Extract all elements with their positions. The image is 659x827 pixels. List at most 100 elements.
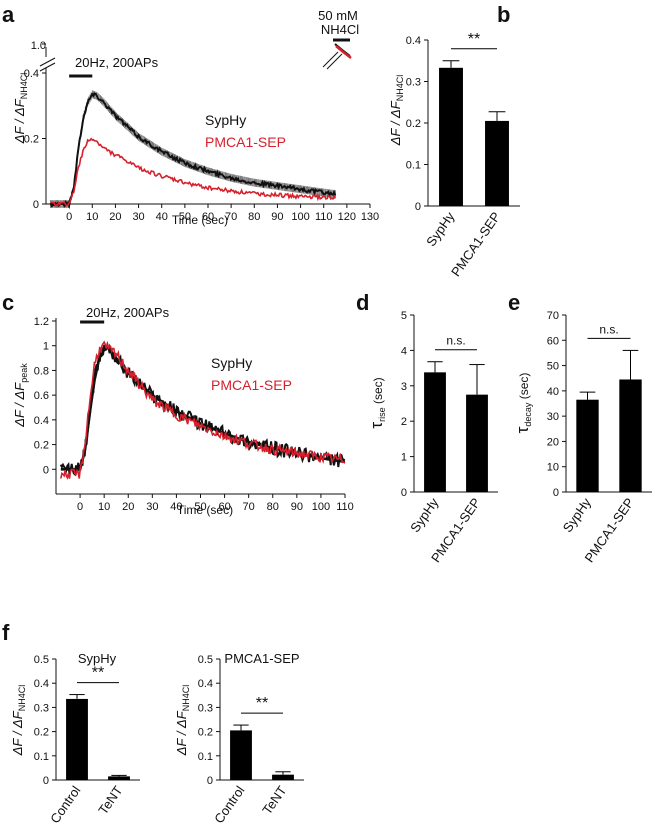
panel-label-c: c <box>2 290 14 315</box>
panel-f1-xtick-0: Control <box>47 783 83 826</box>
panel-f2-ytick-0: 0 <box>207 775 213 787</box>
panel-c-xtick-0: 0 <box>77 501 83 513</box>
panel-a-trace-break-1 <box>322 51 339 68</box>
panel-b-xtick-1: PMCA1-SEP <box>448 209 503 279</box>
panel-b-bar-0 <box>439 67 463 207</box>
panel-d-bar-1 <box>466 394 488 492</box>
panel-a-xtick-13: 130 <box>361 211 379 223</box>
panel-f1-sig-label: ** <box>92 665 104 682</box>
panel-a-ytick-1: 0.2 <box>24 134 39 146</box>
panel-d-ylabel: τrise (sec) <box>367 377 387 428</box>
panel-c-ytick-4: 0.8 <box>34 365 49 377</box>
panel-a-axis-break-1 <box>39 57 56 67</box>
panel-e-ytick-7: 70 <box>547 310 559 322</box>
panel-a-trace-break-2 <box>326 53 343 70</box>
panel-b-sig-label: ** <box>468 31 480 48</box>
panel-a-stim-label: 20Hz, 200APs <box>75 55 159 70</box>
panel-e-ytick-3: 30 <box>547 411 559 423</box>
panel-c-ytick-5: 1 <box>43 341 49 353</box>
panel-c-ytick-6: 1.2 <box>34 316 49 328</box>
panel-a-legend-pmca: PMCA1-SEP <box>205 134 286 150</box>
panel-e-bar-1 <box>619 379 642 492</box>
panel-f1-bar-0 <box>66 698 88 780</box>
panel-a-xtick-11: 110 <box>315 211 333 223</box>
panel-f1-ytick-5: 0.5 <box>34 654 49 666</box>
panel-f2-xtick-0: Control <box>211 783 247 826</box>
panel-f2-bar-1 <box>272 774 294 780</box>
panel-b-xtick-0: SypHy <box>423 209 458 249</box>
panel-d-xtick-0: SypHy <box>407 495 442 535</box>
panel-f1-ytick-3: 0.3 <box>34 702 49 714</box>
panel-f2-ytick-5: 0.5 <box>198 654 213 666</box>
panel-c-ytick-1: 0.2 <box>34 440 49 452</box>
panel-a-nh4-trace-red <box>335 45 352 59</box>
panel-d-ylabel-text: τrise (sec) <box>367 377 387 428</box>
panel-a-axis-break-2 <box>39 62 56 72</box>
panel-f2-ytick-4: 0.4 <box>198 678 213 690</box>
panel-e-ytick-6: 60 <box>547 335 559 347</box>
panel-f2-sig-label: ** <box>256 695 268 712</box>
panel-f2-ytick-3: 0.3 <box>198 702 213 714</box>
panel-f1-ylabel-text: ΔF / ΔFNH4Cl <box>10 685 27 756</box>
panel-e-ytick-2: 20 <box>547 436 559 448</box>
panel-label-f: f <box>2 620 10 645</box>
panel-b-ylabel: ΔF / ΔFNH4Cl <box>388 75 405 146</box>
panel-a-xtick-9: 90 <box>271 211 283 223</box>
panel-c-xtick-8: 80 <box>267 501 279 513</box>
panel-a-legend-syphy: SypHy <box>205 112 246 128</box>
panel-a-series-1-line <box>50 137 337 208</box>
panel-label-b: b <box>497 2 510 27</box>
panel-b-ytick-0: 0 <box>415 201 421 213</box>
panel-a-xtick-5: 50 <box>179 211 191 223</box>
panel-e-ylabel: τdecay (sec) <box>513 373 533 434</box>
panel-f2-xtick-1: TeNT <box>259 783 289 817</box>
panel-e-ytick-4: 40 <box>547 386 559 398</box>
panel-e-ytick-5: 50 <box>547 361 559 373</box>
panel-f1-ytick-4: 0.4 <box>34 678 49 690</box>
panel-f2-bar-0 <box>230 730 252 780</box>
panel-c-series-1-line <box>60 340 346 480</box>
panel-d-bar-0 <box>424 372 446 492</box>
panel-c-ytick-3: 0.6 <box>34 390 49 402</box>
panel-d-ytick-2: 2 <box>401 416 407 428</box>
panel-b-ytick-4: 0.4 <box>406 35 421 47</box>
panel-d-ytick-4: 4 <box>401 345 407 357</box>
panel-a-xtick-8: 80 <box>248 211 260 223</box>
panel-f2-ylabel-text: ΔF / ΔFNH4Cl <box>174 685 191 756</box>
panel-e-xtick-0: SypHy <box>560 495 595 535</box>
panel-d-ytick-1: 1 <box>401 452 407 464</box>
panel-c-series-0-fit <box>60 345 346 471</box>
panel-a-nh4-line2: NH4Cl <box>321 22 359 37</box>
panel-c-legend-pmca: PMCA1-SEP <box>211 377 292 393</box>
panel-c-xtick-2: 20 <box>122 501 134 513</box>
panel-c-ytick-0: 0 <box>43 464 49 476</box>
panel-a-ytick-0: 0 <box>33 199 39 211</box>
panel-f2-ylabel: ΔF / ΔFNH4Cl <box>174 685 191 756</box>
panel-f1-bar-1 <box>108 776 130 780</box>
panel-a-xtick-10: 100 <box>291 211 309 223</box>
panel-a-series-0-error <box>50 90 336 208</box>
panel-c-ylabel: ΔF / ΔFpeak <box>12 363 29 428</box>
panel-a-xtick-2: 20 <box>109 211 121 223</box>
panel-c-xtick-7: 70 <box>243 501 255 513</box>
panel-c-stim-label: 20Hz, 200APs <box>86 305 170 320</box>
panel-label-d: d <box>356 290 369 315</box>
panel-f1-xtick-1: TeNT <box>95 783 125 817</box>
panel-b-ytick-2: 0.2 <box>406 118 421 130</box>
panel-b-bar-1 <box>485 120 509 206</box>
panel-a-nh4-line1: 50 mM <box>318 8 358 23</box>
panel-f2-ytick-1: 0.1 <box>198 751 213 763</box>
panel-f-title-left: SypHy <box>78 651 117 666</box>
panel-c-xlabel: Time (sec) <box>177 503 233 517</box>
panel-c-xtick-11: 110 <box>336 501 354 513</box>
panel-f-title-right: PMCA1-SEP <box>224 651 299 666</box>
panel-a-xtick-6: 60 <box>202 211 214 223</box>
panel-c-xtick-10: 100 <box>312 501 330 513</box>
panel-a-ytick-2: 0.4 <box>24 68 39 80</box>
panel-d-ytick-3: 3 <box>401 381 407 393</box>
panel-a-xlabel: Time (sec) <box>172 213 228 227</box>
panel-e-sig-label: n.s. <box>599 322 618 336</box>
panel-c-xtick-3: 30 <box>146 501 158 513</box>
